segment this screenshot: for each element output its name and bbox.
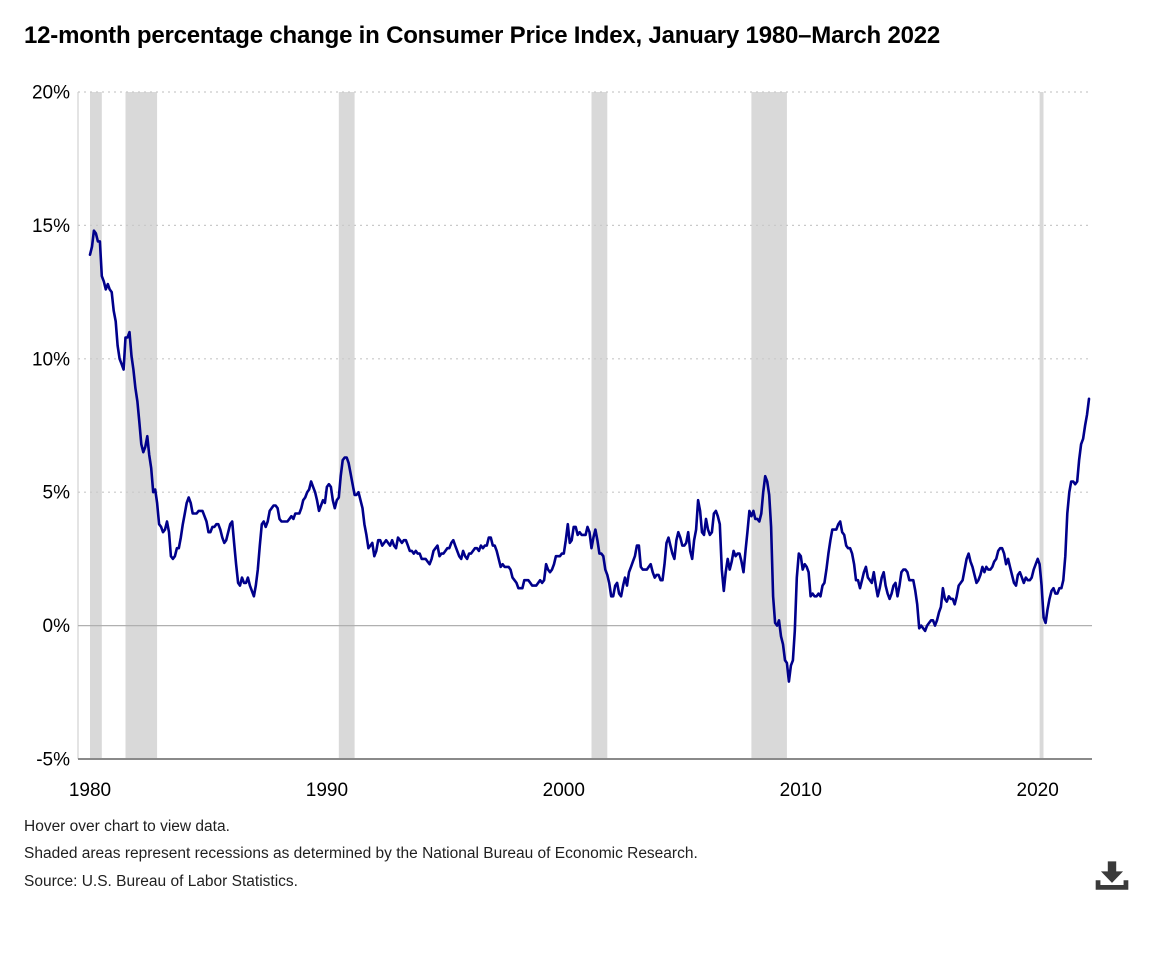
recession-band	[1039, 91, 1044, 759]
chart-container: 20% 15% 10% 5% 0% -5% 1980 1990 2000 2010 2020	[24, 80, 1136, 815]
chart-notes: Hover over chart to view data. Shaded ar…	[24, 817, 1136, 892]
note-hover: Hover over chart to view data.	[24, 817, 230, 835]
recession-band	[751, 91, 787, 759]
y-tick-label: 10%	[32, 349, 70, 370]
y-tick-label: 15%	[32, 216, 70, 237]
cpi-line-chart[interactable]: 20% 15% 10% 5% 0% -5% 1980 1990 2000 2010 2020	[24, 80, 1136, 810]
y-tick-label: 0%	[43, 616, 71, 637]
page-title: 12-month percentage change in Consumer P…	[24, 22, 941, 49]
note-source: Source: U.S. Bureau of Labor Statistics.	[24, 872, 298, 890]
x-tick-label: 1990	[306, 780, 348, 801]
y-tick-label: 20%	[32, 82, 70, 103]
note-recessions: Shaded areas represent recessions as det…	[24, 845, 698, 863]
recession-band	[90, 91, 102, 759]
x-tick-label: 2000	[543, 780, 585, 801]
x-tick-label: 1980	[69, 780, 111, 801]
download-button[interactable]	[1090, 857, 1134, 896]
recession-band	[338, 91, 355, 759]
y-tick-label: -5%	[36, 749, 70, 770]
x-tick-label: 2010	[780, 780, 822, 801]
recession-band	[125, 91, 158, 759]
download-icon	[1095, 861, 1129, 891]
cpi-series-line	[88, 229, 1091, 683]
x-tick-label: 2020	[1017, 780, 1059, 801]
y-tick-label: 5%	[43, 483, 71, 504]
recession-band	[591, 91, 608, 759]
